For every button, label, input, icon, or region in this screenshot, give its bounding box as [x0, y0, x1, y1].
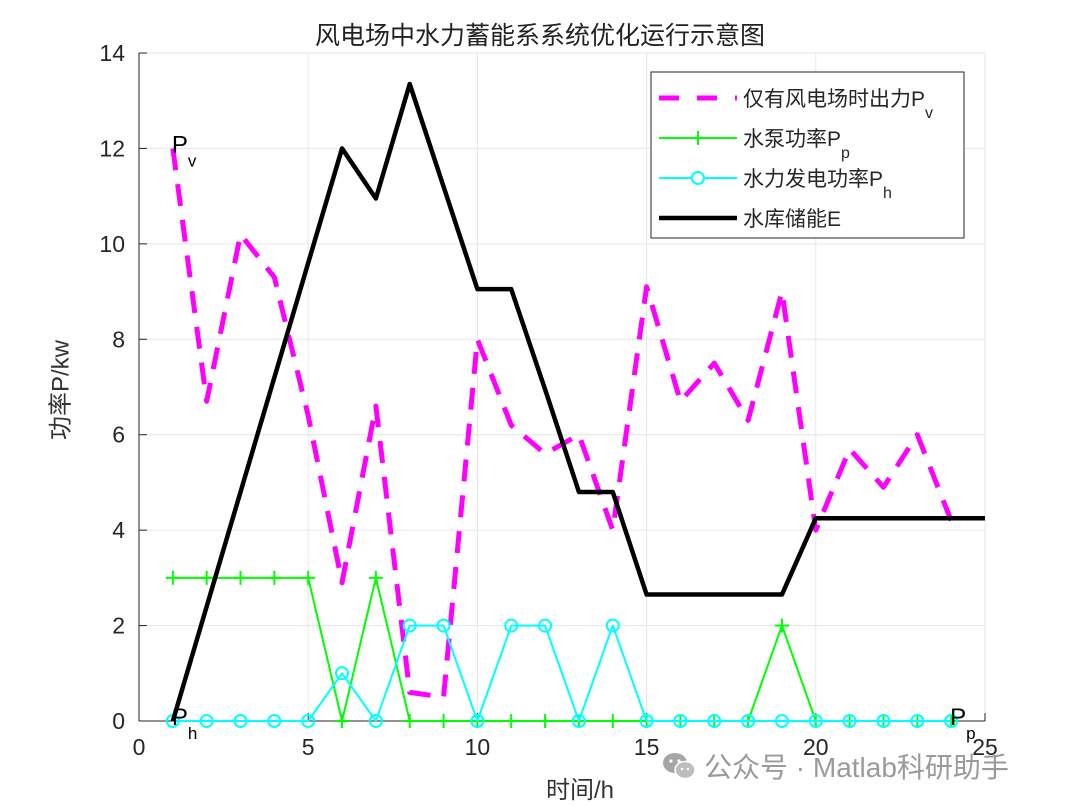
y-tick-label: 12 — [99, 135, 125, 161]
x-tick-label: 15 — [634, 734, 660, 760]
circle-marker — [538, 618, 553, 633]
x-tick-label: 10 — [465, 734, 491, 760]
y-axis-label: 功率P/kw — [47, 339, 75, 441]
wechat-icon — [663, 753, 696, 780]
circle-marker — [335, 666, 350, 681]
annotation-label: Pp — [950, 704, 975, 743]
circle-marker — [470, 714, 485, 728]
circle-marker — [741, 714, 756, 728]
circle-marker — [436, 618, 451, 633]
x-tick-label: 5 — [302, 734, 315, 760]
x-tick-label: 25 — [972, 734, 998, 760]
circle-marker — [605, 618, 620, 633]
circle-marker — [774, 714, 789, 728]
circle-marker — [199, 714, 214, 728]
circle-marker — [808, 714, 823, 728]
circle-marker — [504, 618, 519, 633]
circle-marker — [639, 714, 654, 728]
y-tick-label: 2 — [112, 613, 125, 639]
watermark: 公众号 · Matlab科研助手 — [662, 746, 1009, 786]
circle-marker — [910, 714, 925, 728]
watermark-text: 公众号 · Matlab科研助手 — [704, 752, 1009, 783]
y-tick-label: 14 — [99, 40, 125, 66]
chart-title: 风电场中水力蓄能系系统优化运行示意图 — [314, 22, 765, 50]
circle-marker — [267, 714, 282, 728]
circle-marker — [301, 714, 316, 728]
x-tick-label: 0 — [133, 734, 146, 760]
circle-marker — [571, 714, 586, 728]
ph-series — [172, 624, 952, 722]
y-tick-label: 4 — [112, 517, 125, 543]
circle-marker — [402, 618, 417, 633]
circle-marker — [691, 171, 705, 185]
circle-marker — [842, 714, 857, 728]
circle-marker — [707, 714, 722, 728]
y-tick-label: 10 — [99, 231, 125, 257]
legend-label: 水库储能E — [743, 208, 841, 231]
y-tick-label: 8 — [112, 326, 125, 352]
x-axis-label: 时间/h — [545, 777, 614, 804]
x-tick-label: 20 — [803, 734, 829, 760]
circle-marker — [368, 714, 383, 728]
annotation-label: Ph — [172, 704, 197, 743]
pp-series — [172, 576, 952, 722]
circle-marker — [876, 714, 891, 728]
e-series — [170, 81, 985, 722]
circle-marker — [673, 714, 688, 728]
y-tick-label: 0 — [112, 708, 125, 734]
circle-marker — [944, 714, 959, 728]
y-tick-label: 6 — [112, 422, 125, 448]
circle-marker — [233, 714, 248, 728]
